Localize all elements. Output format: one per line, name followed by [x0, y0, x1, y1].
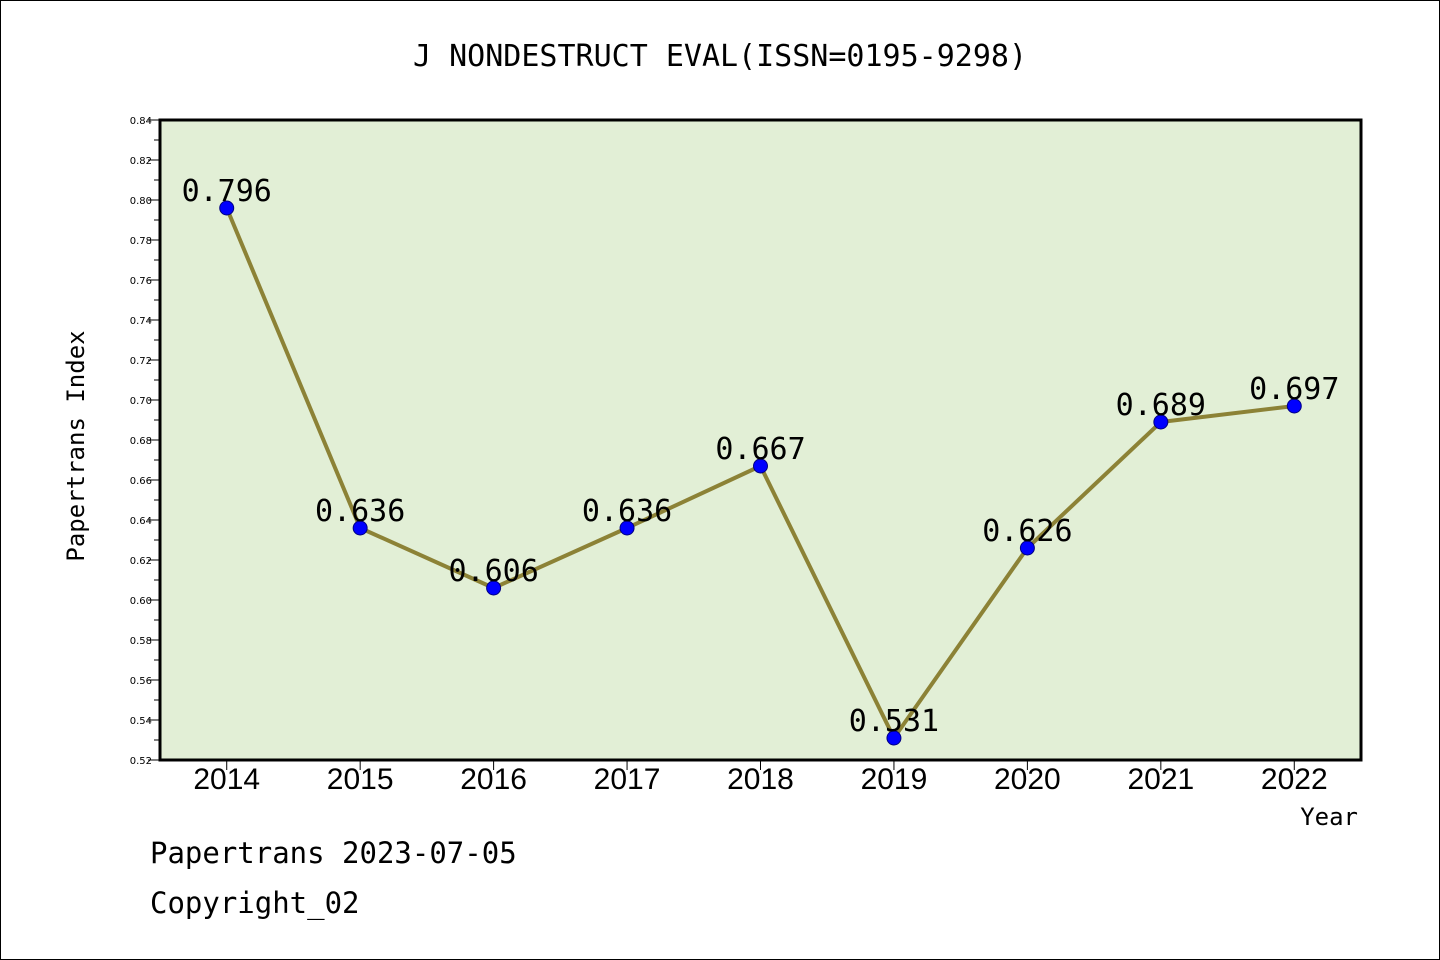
y-tick-label: 0.76 — [130, 276, 152, 287]
footer-date: Papertrans 2023-07-05 — [150, 836, 517, 870]
y-tick-label: 0.70 — [130, 396, 152, 407]
data-label: 0.667 — [715, 432, 805, 467]
x-tick-label: 2020 — [994, 763, 1061, 796]
series-markers — [219, 200, 1302, 746]
y-tick-label: 0.64 — [130, 516, 152, 527]
x-axis: 2014 2015 2016 2017 2018 2019 2020 2021 2022 — [193, 760, 1328, 796]
y-tick-label: 0.54 — [130, 716, 152, 727]
data-point — [886, 730, 902, 746]
data-point — [486, 580, 502, 596]
data-point — [219, 200, 235, 216]
y-tick-label: 0.52 — [130, 756, 152, 767]
data-label: 0.697 — [1249, 372, 1339, 407]
data-point — [1019, 540, 1035, 556]
x-tick-label: 2016 — [460, 763, 527, 796]
plot-area — [158, 118, 1363, 762]
y-axis-title: Papertrans Index — [62, 330, 90, 561]
data-label: 0.636 — [315, 494, 405, 529]
footer-copyright: Copyright_02 — [150, 886, 360, 920]
data-point — [352, 520, 368, 536]
y-tick-label: 0.80 — [130, 196, 152, 207]
x-tick-label: 2022 — [1261, 763, 1328, 796]
y-tick-label: 0.84 — [130, 116, 152, 127]
y-tick-label: 0.66 — [130, 476, 152, 487]
y-tick-label: 0.68 — [130, 436, 152, 447]
data-labels: 0.796 0.636 0.606 0.636 0.667 0.531 0.626 0.689… — [182, 174, 1340, 739]
x-tick-label: 2015 — [327, 763, 394, 796]
x-tick-label: 2017 — [594, 763, 661, 796]
data-label: 0.626 — [982, 514, 1072, 549]
x-tick-label: 2021 — [1127, 763, 1194, 796]
data-point — [753, 458, 768, 474]
y-tick-label: 0.56 — [130, 676, 152, 687]
y-axis: 0.52 0.54 0.56 0.58 0.60 0.62 0.64 0.66 0.68 0.70… — [130, 116, 160, 767]
data-label: 0.689 — [1116, 388, 1206, 423]
y-tick-label: 0.74 — [130, 316, 152, 327]
chart-title: J NONDESTRUCT EVAL(ISSN=0195-9298) — [413, 39, 1027, 74]
data-label: 0.796 — [182, 174, 272, 209]
data-point — [619, 520, 635, 536]
data-label: 0.606 — [448, 554, 538, 589]
x-tick-label: 2018 — [727, 763, 794, 796]
data-label: 0.531 — [849, 704, 939, 739]
data-point — [1286, 398, 1302, 414]
x-axis-title: Year — [1300, 803, 1358, 831]
data-label: 0.636 — [582, 494, 672, 529]
y-tick-label: 0.58 — [130, 636, 152, 647]
y-tick-label: 0.82 — [130, 156, 152, 167]
x-tick-label: 2014 — [193, 763, 260, 796]
y-tick-label: 0.62 — [130, 556, 152, 567]
y-tick-label: 0.72 — [130, 356, 152, 367]
y-tick-label: 0.60 — [130, 596, 152, 607]
y-tick-label: 0.78 — [130, 236, 152, 247]
x-tick-label: 2019 — [861, 763, 928, 796]
data-point — [1153, 414, 1169, 430]
